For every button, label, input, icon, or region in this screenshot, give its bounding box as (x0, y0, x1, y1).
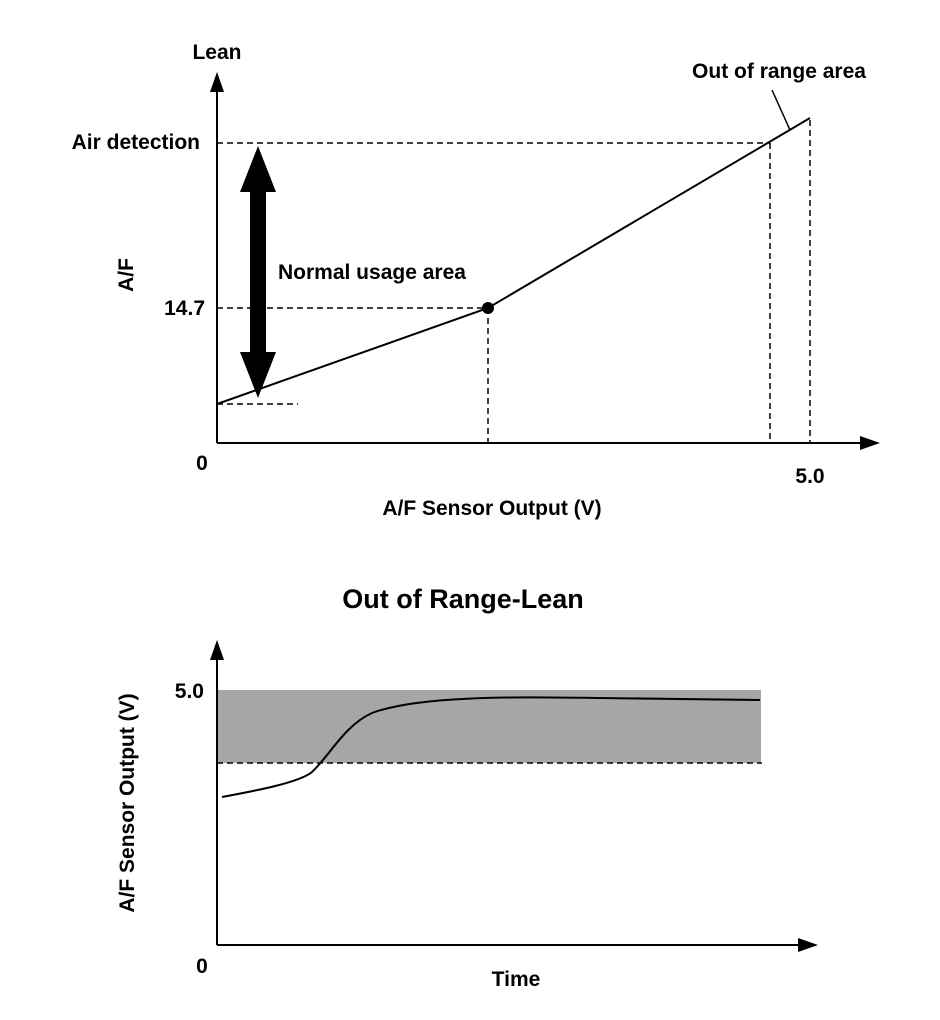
top-x-axis-label: A/F Sensor Output (V) (382, 497, 601, 520)
bottom-origin-label: 0 (196, 955, 208, 978)
bottom-x-axis-label: Time (492, 968, 541, 991)
bottom-chart-title: Out of Range-Lean (342, 584, 584, 614)
normal-usage-double-arrow (240, 146, 276, 398)
stoich-label: 14.7 (164, 297, 205, 320)
top-chart: Lean Out of range area Air detection Nor… (72, 41, 880, 520)
top-x-axis-arrow (860, 436, 880, 450)
top-y-axis-label: A/F (115, 258, 138, 292)
bottom-x-axis-arrow (798, 938, 818, 952)
top-y-axis-arrow (210, 72, 224, 92)
out-of-range-band (217, 690, 761, 763)
stoich-point (482, 302, 494, 314)
top-y-top-label: Lean (192, 41, 241, 64)
out-of-range-label: Out of range area (692, 60, 866, 83)
bottom-y-axis-arrow (210, 640, 224, 660)
top-origin-label: 0 (196, 452, 208, 475)
bottom-y-top-label: 5.0 (175, 680, 204, 703)
sensor-output-curve (221, 696, 761, 798)
bottom-y-axis-label: A/F Sensor Output (V) (116, 693, 139, 912)
normal-usage-label: Normal usage area (278, 261, 466, 284)
top-x-end-label: 5.0 (795, 465, 824, 488)
air-detection-label: Air detection (72, 131, 200, 154)
out-of-range-leader (771, 89, 791, 131)
bottom-chart: Out of Range-Lean 5.0 A/F Sensor Output … (116, 584, 818, 991)
